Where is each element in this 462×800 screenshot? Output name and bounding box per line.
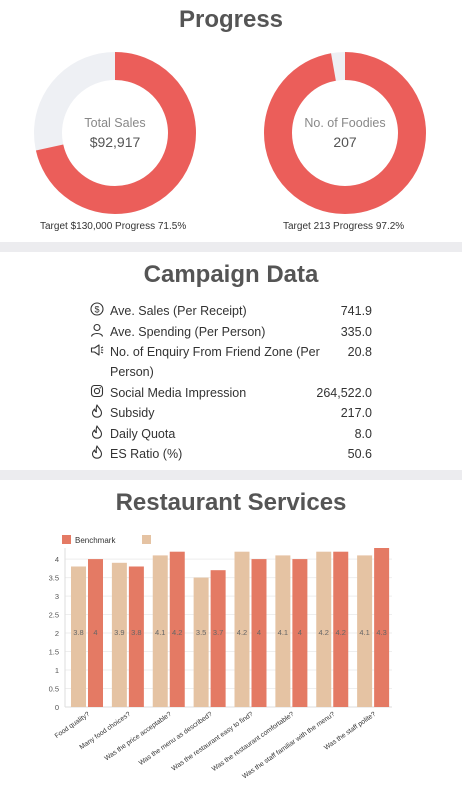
row-label: No. of Enquiry From Friend Zone (Per Per… xyxy=(110,345,320,379)
campaign-title: Campaign Data xyxy=(143,261,319,288)
data-label: 4 xyxy=(298,628,302,637)
foodies-value: 207 xyxy=(333,134,357,150)
instagram-icon xyxy=(90,384,104,398)
data-label: 4 xyxy=(93,628,97,637)
data-label: 3.9 xyxy=(114,628,124,637)
data-label: 4.2 xyxy=(336,628,346,637)
bar xyxy=(88,559,103,707)
foodies-donut xyxy=(264,52,426,214)
bar xyxy=(169,551,185,707)
services-title: Restaurant Services xyxy=(115,489,347,516)
total-sales-donut xyxy=(34,52,196,214)
total-sales-value: $92,917 xyxy=(89,134,141,150)
data-label: 4.3 xyxy=(376,628,386,637)
svg-text:$: $ xyxy=(94,304,99,314)
category-label: Was the menu as described? xyxy=(138,711,214,767)
total-sales-target: Target $130,000 Progress 71.5% xyxy=(40,221,187,232)
bar xyxy=(251,559,267,707)
row-value: 20.8 xyxy=(347,345,372,359)
data-label: 4.2 xyxy=(172,628,182,637)
data-label: 4.2 xyxy=(237,628,247,637)
bar xyxy=(210,570,226,707)
progress-title: Progress xyxy=(178,6,284,33)
row-value: 741.9 xyxy=(340,304,372,318)
y-tick-label: 4 xyxy=(55,555,59,564)
services-bar-chart: 0 0.5 1 1.5 2 2.5 3 3.5 4 3.8 4 Food quality? 3.9 3.8… xyxy=(49,535,392,780)
bar xyxy=(193,577,209,707)
megaphone-icon xyxy=(90,344,104,356)
data-label: 4.2 xyxy=(319,628,329,637)
foodies-progress-arc xyxy=(264,52,426,214)
legend-swatch-score xyxy=(142,535,151,544)
legend-swatch-benchmark xyxy=(62,535,71,544)
bar xyxy=(357,555,373,707)
category-label: Food quality? xyxy=(54,711,92,740)
bar xyxy=(128,566,144,707)
flame-icon xyxy=(91,404,103,418)
row-label: Ave. Sales (Per Receipt) xyxy=(110,304,247,318)
bar xyxy=(234,551,250,707)
foodies-target: Target 213 Progress 97.2% xyxy=(283,221,405,232)
bar xyxy=(292,559,308,707)
progress-card: Progress Total Sales $92,917 Target $130… xyxy=(0,0,462,242)
data-label: 3.7 xyxy=(213,628,223,637)
row-value: 8.0 xyxy=(354,427,372,441)
y-tick-label: 0.5 xyxy=(49,685,59,694)
legend-label-benchmark: Benchmark xyxy=(75,536,116,545)
foodies-label: No. of Foodies xyxy=(304,116,386,130)
campaign-card: Campaign Data $ Ave. Sales (Per Receipt)… xyxy=(0,252,462,470)
dollar-circle-icon: $ xyxy=(90,302,104,316)
total-sales-progress-arc xyxy=(34,52,196,214)
y-tick-label: 1 xyxy=(55,666,59,675)
y-tick-label: 1.5 xyxy=(49,648,59,657)
data-label: 4 xyxy=(257,628,261,637)
bar xyxy=(71,566,86,707)
y-tick-label: 0 xyxy=(55,703,59,712)
category-label: Was the price acceptable? xyxy=(103,711,173,763)
y-tick-label: 3.5 xyxy=(49,574,59,583)
data-label: 4.1 xyxy=(359,628,369,637)
row-label: Daily Quota xyxy=(110,427,176,441)
row-label: Social Media Impression xyxy=(110,386,247,400)
bar xyxy=(152,555,168,707)
flame-icon xyxy=(91,425,103,439)
bar xyxy=(316,551,332,707)
row-value: 217.0 xyxy=(340,406,372,420)
row-label: ES Ratio (%) xyxy=(110,447,183,461)
y-tick-label: 3 xyxy=(55,592,59,601)
y-tick-label: 2.5 xyxy=(49,611,59,620)
bar xyxy=(333,551,349,707)
data-label: 3.8 xyxy=(73,628,83,637)
total-sales-label: Total Sales xyxy=(84,116,146,130)
bar xyxy=(275,555,291,707)
bar xyxy=(374,548,390,707)
user-icon xyxy=(90,323,104,337)
data-label: 3.8 xyxy=(131,628,141,637)
row-label: Ave. Spending (Per Person) xyxy=(110,325,266,339)
category-label: Was the restaurant comfortable? xyxy=(211,711,296,773)
data-label: 4.1 xyxy=(278,628,288,637)
row-value: 264,522.0 xyxy=(316,386,372,400)
y-tick-label: 2 xyxy=(55,629,59,638)
row-label: Subsidy xyxy=(110,406,155,420)
flame-icon xyxy=(91,445,103,459)
row-value: 50.6 xyxy=(347,447,372,461)
row-value: 335.0 xyxy=(340,325,372,339)
data-label: 3.5 xyxy=(196,628,206,637)
data-label: 4.1 xyxy=(155,628,165,637)
category-label: Was the restaurant easy to find? xyxy=(171,711,255,773)
bar xyxy=(111,562,127,707)
services-card: Restaurant Services 0 0.5 1 1.5 2 2.5 3 3.5 4 3.8… xyxy=(0,480,462,800)
